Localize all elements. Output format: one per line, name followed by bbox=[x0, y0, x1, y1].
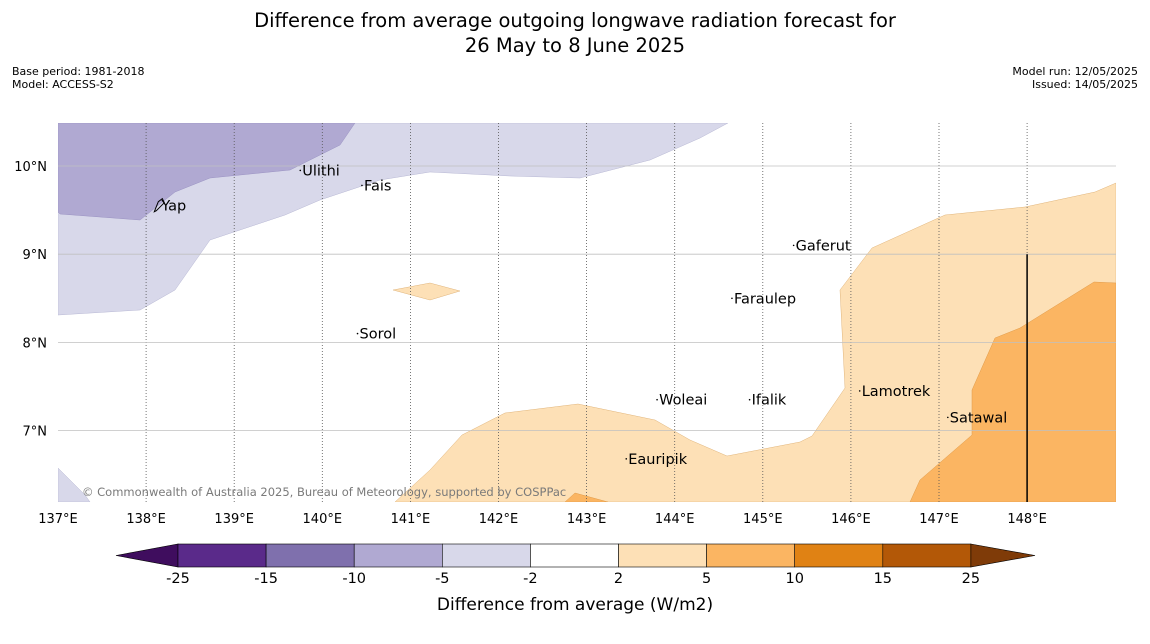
longitude-label: 147°E bbox=[919, 512, 959, 527]
latitude-label: 9°N bbox=[23, 248, 48, 263]
island-dot bbox=[731, 297, 733, 300]
place-label: Satawal bbox=[950, 410, 1007, 426]
chart-title: Difference from average outgoing longwav… bbox=[0, 8, 1150, 58]
longitude-label: 148°E bbox=[1007, 512, 1047, 527]
place-markers: Yap Ulithi Fais Gaferut Faraulep Sorol Woleai I… bbox=[153, 163, 1007, 468]
colorbar-segment bbox=[794, 543, 884, 568]
island-dot bbox=[748, 398, 751, 401]
place-marker: Lamotrek bbox=[858, 384, 931, 400]
colorbar-segment bbox=[353, 543, 443, 568]
colorbar-extend-low bbox=[115, 543, 179, 568]
longitude-label: 145°E bbox=[743, 512, 783, 527]
colorbar-segment bbox=[706, 543, 795, 568]
place-marker: Ifalik bbox=[748, 393, 787, 409]
place-label: Fais bbox=[364, 178, 391, 194]
longitude-label: 143°E bbox=[567, 512, 607, 527]
anomaly-region-medium-purple bbox=[58, 123, 356, 221]
longitude-label: 138°E bbox=[126, 512, 166, 527]
model-run: Model run: 12/05/2025 bbox=[1012, 65, 1138, 78]
latitude-label: 8°N bbox=[23, 336, 48, 351]
colorbar-tick-label: -2 bbox=[523, 571, 537, 587]
place-label: Faraulep bbox=[734, 291, 796, 307]
model-name: Model: ACCESS-S2 bbox=[12, 78, 114, 91]
anomaly-region-light-purple-corner bbox=[58, 467, 91, 502]
island-dot bbox=[356, 332, 359, 335]
gridlines bbox=[58, 123, 1116, 502]
island-dot bbox=[299, 169, 302, 172]
base-period: Base period: 1981-2018 bbox=[12, 65, 145, 78]
island-dot bbox=[947, 416, 949, 419]
issued-date: Issued: 14/05/2025 bbox=[1031, 78, 1138, 91]
anomaly-fields bbox=[58, 123, 1116, 502]
anomaly-region-medium-orange bbox=[909, 281, 1116, 502]
island-outline bbox=[153, 197, 165, 213]
place-label: Ifalik bbox=[752, 393, 787, 409]
colorbar-tick-label: 5 bbox=[702, 571, 711, 587]
place-label: Yap bbox=[160, 199, 186, 215]
colorbar-segment bbox=[530, 543, 619, 568]
colorbar-segment bbox=[441, 543, 531, 568]
island-dot bbox=[792, 244, 795, 247]
island-dot bbox=[361, 184, 363, 187]
place-label: Gaferut bbox=[796, 238, 851, 254]
longitude-label: 144°E bbox=[655, 512, 695, 527]
longitude-labels: 137°E 138°E 139°E 140°E 141°E 142°E 143°E 144°E… bbox=[38, 512, 1047, 527]
colorbar-tick-label: -15 bbox=[254, 571, 278, 587]
place-label: Ulithi bbox=[302, 163, 340, 179]
colorbar-tick-label: 2 bbox=[614, 571, 623, 587]
latitude-labels: 10°N 9°N 8°N 7°N bbox=[14, 160, 47, 440]
longitude-label: 146°E bbox=[831, 512, 871, 527]
colorbar-segment bbox=[618, 543, 707, 568]
colorbar-label: Difference from average (W/m2) bbox=[437, 595, 713, 615]
longitude-label: 139°E bbox=[214, 512, 254, 527]
title-line-2: 26 May to 8 June 2025 bbox=[464, 34, 686, 57]
place-marker: Eauripik bbox=[625, 452, 688, 468]
colorbar-extend-high bbox=[970, 543, 1036, 568]
anomaly-region-medium-orange-patch bbox=[564, 492, 609, 502]
place-label: Woleai bbox=[659, 393, 707, 409]
meta-right: Model run: 12/05/2025 Issued: 14/05/2025 bbox=[1012, 65, 1138, 91]
place-marker: Woleai bbox=[656, 393, 707, 409]
place-marker: Satawal bbox=[947, 410, 1007, 426]
anomaly-region-light-orange-patch bbox=[392, 282, 461, 301]
colorbar-tick-label: -5 bbox=[435, 571, 449, 587]
colorbar-tick-label: -10 bbox=[342, 571, 366, 587]
colorbar-segment bbox=[177, 543, 267, 568]
longitude-label: 140°E bbox=[303, 512, 343, 527]
map-copyright: © Commonwealth of Australia 2025, Bureau… bbox=[82, 485, 566, 499]
longitude-label: 142°E bbox=[479, 512, 519, 527]
place-marker: Ulithi bbox=[299, 163, 340, 179]
anomaly-region-light-orange bbox=[394, 182, 1116, 502]
place-label: Eauripik bbox=[628, 452, 687, 468]
meta-left: Base period: 1981-2018 Model: ACCESS-S2 bbox=[12, 65, 144, 91]
longitude-label: 137°E bbox=[38, 512, 78, 527]
colorbar-tick-label: -25 bbox=[166, 571, 190, 587]
title-line-1: Difference from average outgoing longwav… bbox=[254, 9, 896, 32]
latitude-label: 10°N bbox=[14, 160, 47, 175]
place-marker: Fais bbox=[361, 178, 391, 194]
island-dot bbox=[656, 398, 658, 401]
place-marker: Sorol bbox=[356, 327, 397, 343]
colorbar-tick-label: 25 bbox=[962, 571, 980, 587]
place-label: Lamotrek bbox=[862, 384, 931, 400]
colorbar-tick-label: 10 bbox=[785, 571, 803, 587]
place-marker: Gaferut bbox=[792, 238, 851, 254]
island-dot bbox=[858, 390, 861, 392]
colorbar-segment bbox=[882, 543, 972, 568]
colorbar-segment bbox=[265, 543, 355, 568]
colorbar: -25 -15 -10 -5 -2 2 5 10 15 25 bbox=[115, 543, 1036, 587]
latitude-label: 7°N bbox=[23, 425, 48, 440]
place-marker: Yap bbox=[153, 197, 186, 215]
colorbar-tick-label: 15 bbox=[874, 571, 892, 587]
place-label: Sorol bbox=[360, 327, 397, 343]
island-dot bbox=[625, 458, 628, 460]
longitude-label: 141°E bbox=[391, 512, 431, 527]
place-marker: Faraulep bbox=[731, 291, 796, 307]
